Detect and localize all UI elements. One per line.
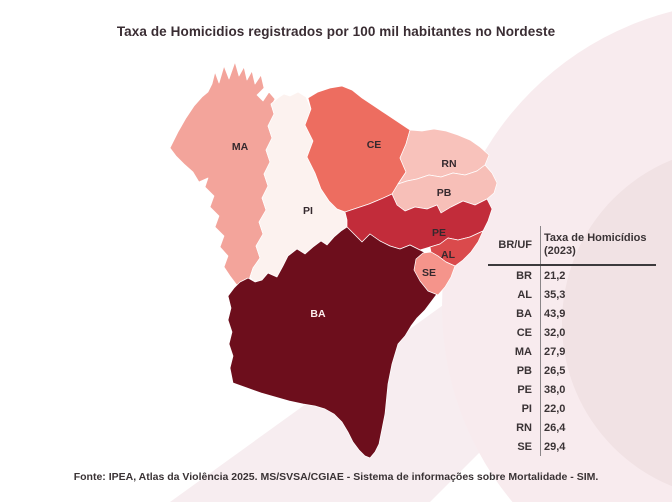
row-uf: RN xyxy=(516,421,532,434)
row-value: 27,9 xyxy=(544,345,566,358)
row-uf: PB xyxy=(516,364,532,377)
state-label-ba: BA xyxy=(310,308,326,320)
row-uf: PI xyxy=(521,402,532,415)
state-labels: MA PI CE RN PB PE BA AL SE xyxy=(232,139,457,320)
table-row: RN 26,4 xyxy=(484,418,662,437)
table-header-row: BR/UF Taxa de Homicídios (2023) xyxy=(484,226,662,264)
table-row: PB 26,5 xyxy=(484,361,662,380)
row-uf: CE xyxy=(516,326,532,339)
state-label-pe: PE xyxy=(432,227,446,239)
background-circle-small xyxy=(562,159,672,487)
row-value: 38,0 xyxy=(544,383,566,396)
row-value: 29,4 xyxy=(544,440,566,453)
state-label-pb: PB xyxy=(437,187,452,199)
row-value: 26,5 xyxy=(544,364,566,377)
table-body: BR 21,2 AL 35,3 BA 43,9 CE 32,0 MA 27,9 … xyxy=(484,266,662,456)
state-label-rn: RN xyxy=(441,158,456,170)
row-uf: AL xyxy=(517,288,532,301)
row-value: 43,9 xyxy=(544,307,566,320)
row-value: 22,0 xyxy=(544,402,566,415)
table-vertical-divider xyxy=(540,226,541,456)
table-header-rate-line2: (2023) xyxy=(544,245,576,257)
state-shapes xyxy=(169,61,498,459)
row-uf: MA xyxy=(514,345,532,358)
row-value: 32,0 xyxy=(544,326,566,339)
source-note: Fonte: IPEA, Atlas da Violência 2025. MS… xyxy=(73,471,599,483)
table-row: MA 27,9 xyxy=(484,342,662,361)
table-header-rate-line1: Taxa de Homicídios xyxy=(544,232,647,244)
table-header-uf: BR/UF xyxy=(498,239,532,251)
table-row: PE 38,0 xyxy=(484,380,662,399)
row-value: 26,4 xyxy=(544,421,566,434)
table-header-rule xyxy=(488,264,656,266)
row-value: 21,2 xyxy=(544,269,566,282)
state-se xyxy=(413,251,456,296)
row-value: 35,3 xyxy=(544,288,566,301)
state-label-ce: CE xyxy=(367,139,382,151)
table-header-rate: Taxa de Homicídios (2023) xyxy=(544,232,647,258)
homicide-rate-table: BR/UF Taxa de Homicídios (2023) BR 21,2 … xyxy=(484,226,662,456)
row-uf: BR xyxy=(516,269,532,282)
table-row: SE 29,4 xyxy=(484,437,662,456)
table-row: PI 22,0 xyxy=(484,399,662,418)
table-row: BA 43,9 xyxy=(484,304,662,323)
row-uf: PE xyxy=(517,383,532,396)
state-label-ma: MA xyxy=(232,141,249,153)
state-label-pi: PI xyxy=(303,205,313,217)
state-label-al: AL xyxy=(441,249,456,261)
table-row: BR 21,2 xyxy=(484,266,662,285)
table-row: AL 35,3 xyxy=(484,285,662,304)
page-title: Taxa de Homicidios registrados por 100 m… xyxy=(116,24,556,39)
row-uf: SE xyxy=(517,440,532,453)
table-row: CE 32,0 xyxy=(484,323,662,342)
row-uf: BA xyxy=(516,307,532,320)
state-label-se: SE xyxy=(422,267,436,279)
